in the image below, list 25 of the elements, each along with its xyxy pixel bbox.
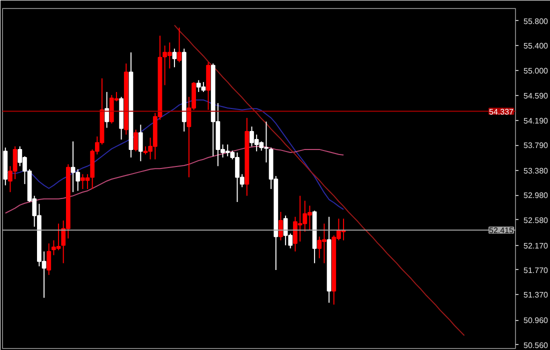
y-tick-label: 51.370 [524, 290, 549, 300]
line-series [174, 24, 465, 336]
candlestick [172, 48, 177, 68]
y-tick-label: 54.190 [524, 116, 549, 126]
y-tick-label: 52.980 [524, 191, 549, 200]
y-tick-label: 51.770 [524, 266, 549, 275]
y-tick-label: 53.380 [524, 166, 549, 176]
y-tick-label: 52.170 [524, 241, 549, 250]
candlestick [278, 211, 283, 241]
candlestick [134, 129, 138, 152]
y-tick-label: 50.960 [524, 316, 549, 326]
y-tick-label: 54.590 [524, 92, 549, 101]
candlestick [177, 27, 182, 63]
y-tick-label: 55.800 [524, 16, 549, 26]
y-tick-label: 50.560 [524, 340, 549, 350]
line-series [4, 99, 344, 210]
y-tick-label: 55.400 [524, 42, 549, 51]
candlestick [138, 124, 143, 162]
ref-line-label: 54.337 [489, 107, 514, 116]
y-tick-label: 55.000 [524, 66, 549, 76]
y-tick-label: 53.790 [524, 141, 549, 150]
candlestick [104, 91, 110, 128]
y-tick-label: 52.580 [524, 216, 549, 225]
candlestick [46, 242, 52, 276]
ref-line-label: 52.415 [489, 226, 514, 236]
